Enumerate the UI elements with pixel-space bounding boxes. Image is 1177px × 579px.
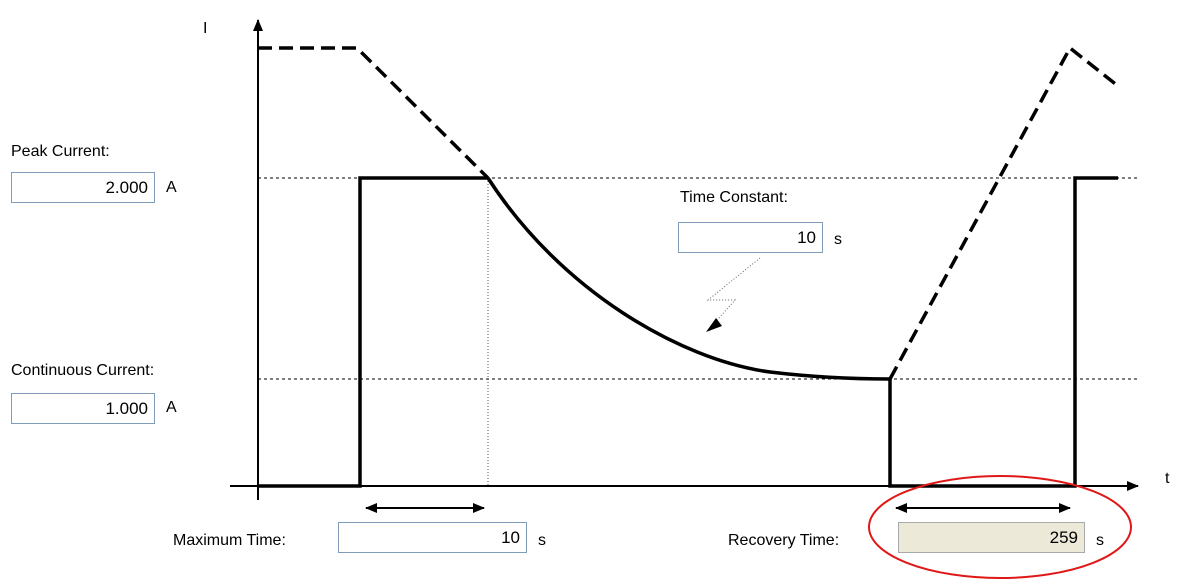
peak-current-field[interactable]: 2.000: [11, 172, 155, 203]
current-waveform-recovery: [888, 176, 1118, 488]
recovery-time-unit: s: [1096, 532, 1104, 549]
peak-current-label: Peak Current:: [11, 143, 110, 160]
maximum-time-unit: s: [538, 532, 546, 549]
recovery-time-label: Recovery Time:: [728, 532, 840, 549]
highlight-ellipse: [868, 475, 1132, 579]
y-axis-label: I: [203, 20, 208, 37]
continuous-current-field[interactable]: 1.000: [11, 393, 155, 424]
time-constant-unit: s: [834, 231, 842, 248]
time-constant-pointer: [706, 257, 761, 327]
decay-curve: [486, 177, 891, 381]
time-constant-label: Time Constant:: [680, 189, 788, 206]
recovery-time-field: 259: [898, 522, 1085, 553]
recovery-curve-dashed: [888, 45, 1120, 380]
maximum-time-field[interactable]: 10: [338, 522, 527, 553]
time-constant-pointer-head: [706, 318, 722, 332]
continuous-current-unit: A: [166, 399, 177, 416]
current-waveform: [258, 176, 488, 488]
maximum-time-label: Maximum Time:: [173, 532, 286, 549]
continuous-current-label: Continuous Current:: [11, 362, 155, 379]
x-axis-label: t: [1165, 470, 1170, 487]
peak-current-unit: A: [166, 179, 177, 196]
limit-curve-dashed: [258, 46, 490, 180]
time-constant-field[interactable]: 10: [678, 222, 823, 253]
